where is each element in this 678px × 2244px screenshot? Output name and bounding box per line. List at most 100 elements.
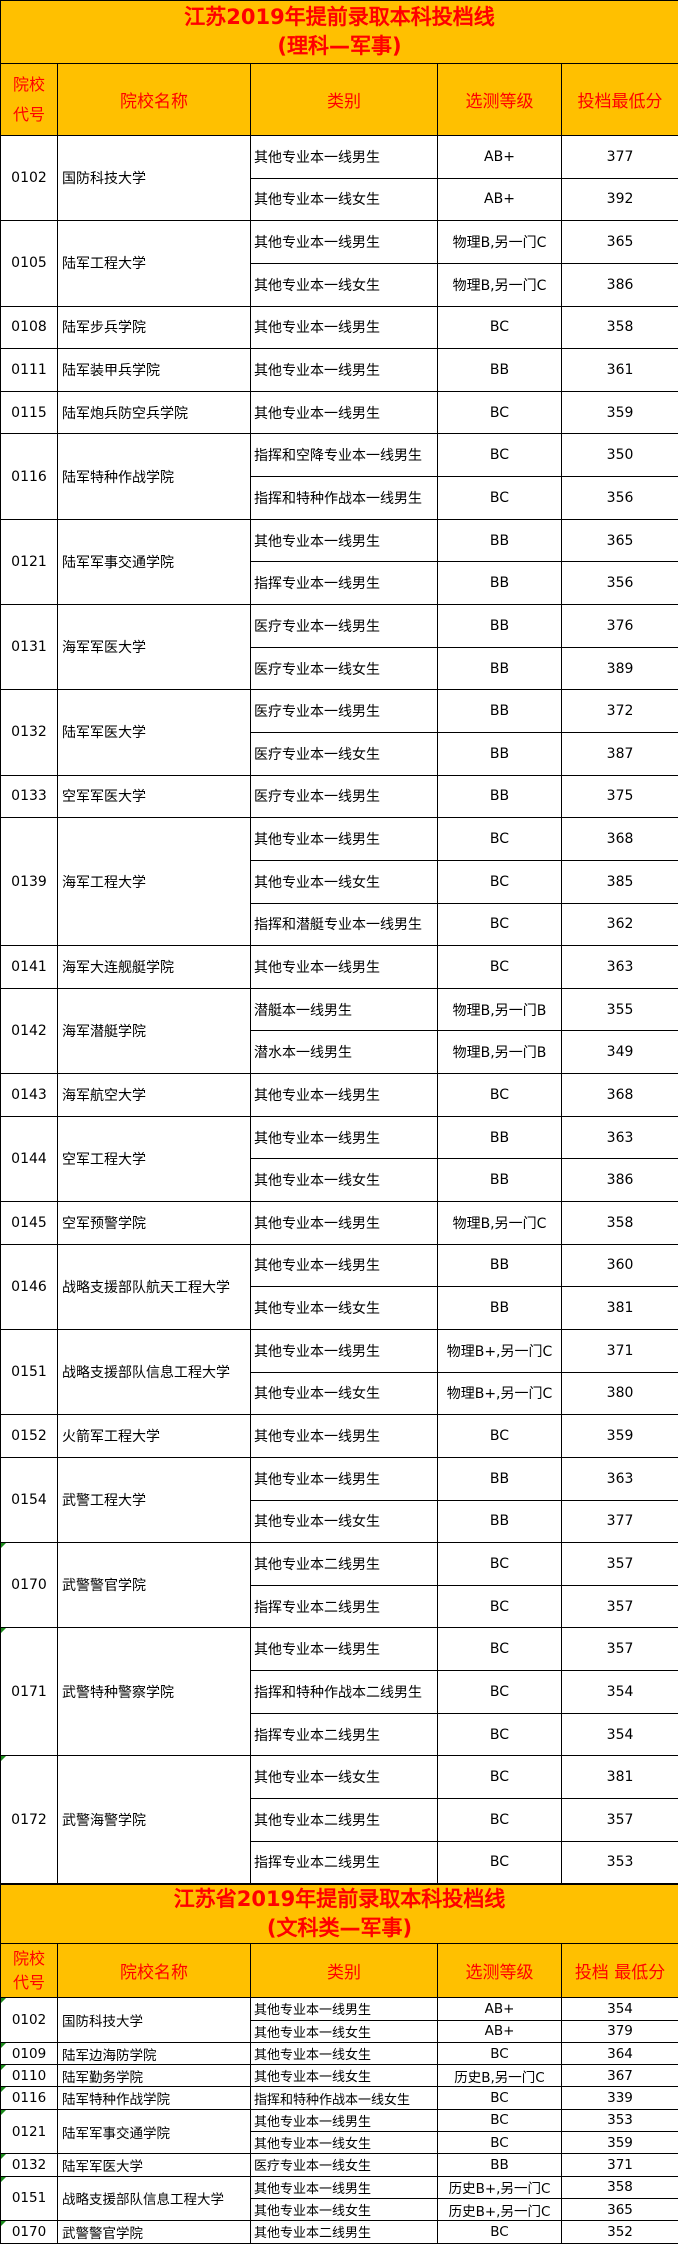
category: 其他专业本一线男生 — [250, 1115, 438, 1160]
level: 物理B,另一门C — [437, 262, 562, 307]
school-name: 空军军医大学 — [57, 774, 251, 819]
min-score: 363 — [560, 945, 678, 989]
level: BC — [437, 902, 562, 947]
category: 其他专业本一线女生 — [250, 262, 438, 307]
level: BC — [437, 817, 562, 861]
category: 其他专业本一线女生 — [250, 1755, 438, 1799]
table-row: 0131 海军军医大学 医疗专业本一线男生 BB 376 — [0, 604, 678, 691]
level: BB — [437, 1115, 562, 1160]
school-code-text: 0172 — [11, 1811, 47, 1828]
school-name: 海军工程大学 — [57, 817, 251, 947]
level: BC — [437, 1414, 562, 1458]
level: BC — [437, 1584, 562, 1629]
table-row: 医疗专业本一线女生 BB 389 — [1, 646, 678, 691]
min-score: 357 — [560, 1584, 678, 1629]
category: 其他专业本一线女生 — [250, 1286, 438, 1330]
school-name: 海军潜艇学院 — [57, 987, 251, 1075]
level: 物理B+,另一门C — [437, 1371, 562, 1416]
category: 其他专业本一线男生 — [250, 135, 438, 179]
school-code: 0170 — [0, 2220, 58, 2244]
table-row: 指挥专业本二线男生 BC 354 — [1, 1712, 678, 1757]
min-score: 385 — [560, 859, 678, 904]
min-score: 359 — [560, 390, 678, 435]
table-row: 0116 陆军特种作战学院 指挥和空降专业本一线男生 BC 350 — [0, 433, 678, 520]
category: 其他专业本一线男生 — [250, 1073, 438, 1117]
category: 潜水本一线男生 — [250, 1030, 438, 1075]
text-number-marker-icon — [1, 1998, 6, 2004]
category: 其他专业本一线男生 — [250, 1201, 438, 1245]
school-code: 0102 — [0, 134, 58, 222]
school-code-text: 0141 — [11, 958, 47, 975]
table-row: 其他专业本一线女生 BB 386 — [1, 1158, 678, 1203]
school-code-text: 0170 — [11, 2223, 47, 2240]
header-name: 院校名称 — [57, 63, 251, 136]
category: 其他专业本一线男生 — [250, 1328, 438, 1373]
min-score: 358 — [560, 1201, 678, 1245]
category: 医疗专业本一线女生 — [250, 2153, 438, 2177]
text-number-marker-icon — [1, 2042, 6, 2048]
category: 其他专业本一线男生 — [250, 390, 438, 435]
category: 其他专业本一线女生 — [250, 2041, 438, 2066]
school-code: 0133 — [0, 774, 58, 819]
level: BC — [437, 2220, 562, 2244]
school-code-text: 0151 — [11, 2190, 47, 2207]
level: BC — [437, 1670, 562, 1714]
school-code: 0172 — [0, 1755, 58, 1885]
table-row: 潜水本一线男生 物理B,另一门B 349 — [1, 1030, 678, 1075]
text-number-marker-icon — [1, 2109, 6, 2115]
text-number-marker-icon — [1, 2176, 6, 2182]
table-row: 指挥和特种作战本一线男生 BC 356 — [1, 476, 678, 520]
min-score: 389 — [560, 646, 678, 691]
level: 物理B,另一门C — [437, 220, 562, 264]
table-row: 0132 陆军军医大学 医疗专业本一线女生 BB 371 — [0, 2153, 678, 2177]
school-name: 陆军勤务学院 — [57, 2064, 251, 2088]
header-code: 院校代号 — [0, 63, 58, 136]
category: 医疗专业本一线女生 — [250, 731, 438, 776]
school-name: 战略支援部队航天工程大学 — [57, 1243, 251, 1330]
min-score: 362 — [560, 902, 678, 947]
category: 指挥和特种作战本一线女生 — [250, 2086, 438, 2110]
table-row: 0170 武警警官学院 其他专业本二线男生 BC 352 — [0, 2220, 678, 2244]
school-code-text: 0146 — [11, 1278, 47, 1295]
category: 其他专业本一线男生 — [250, 945, 438, 989]
min-score: 354 — [560, 1670, 678, 1714]
level: 物理B,另一门B — [437, 1030, 562, 1075]
min-score: 365 — [560, 2197, 678, 2222]
school-name: 陆军军医大学 — [57, 689, 251, 776]
level: 历史B+,另一门C — [437, 2197, 562, 2222]
category: 其他专业本二线男生 — [250, 1797, 438, 1842]
category: 指挥和空降专业本一线男生 — [250, 433, 438, 478]
text-number-marker-icon — [1, 1628, 6, 1634]
school-name: 陆军军医大学 — [57, 2153, 251, 2177]
table-row: 其他专业本一线女生 BC 359 — [1, 2131, 678, 2155]
text-number-marker-icon — [1, 2065, 6, 2071]
school-name: 海军航空大学 — [57, 1073, 251, 1117]
min-score: 368 — [560, 817, 678, 861]
category: 其他专业本一线男生 — [250, 348, 438, 392]
school-code-text: 0139 — [11, 873, 47, 890]
text-number-marker-icon — [1, 2154, 6, 2160]
table-row: 指挥专业本二线男生 BC 357 — [1, 1584, 678, 1629]
category: 医疗专业本一线女生 — [250, 646, 438, 691]
table-row: 0144 空军工程大学 其他专业本一线男生 BB 363 — [0, 1115, 678, 1203]
text-number-marker-icon — [1, 2221, 6, 2227]
min-score: 356 — [560, 561, 678, 606]
category: 其他专业本二线男生 — [250, 2220, 438, 2244]
school-name: 武警警官学院 — [57, 1542, 251, 1629]
school-code: 0143 — [0, 1073, 58, 1117]
header-score: 投档 最低分 — [560, 1943, 678, 1999]
level: BB — [437, 2153, 562, 2177]
category: 其他专业本一线女生 — [250, 1371, 438, 1416]
category: 其他专业本一线男生 — [250, 1456, 438, 1501]
header-category: 类别 — [250, 63, 438, 136]
level: BB — [437, 518, 562, 563]
min-score: 356 — [560, 476, 678, 520]
school-code-text: 0133 — [11, 788, 47, 805]
min-score: 386 — [560, 262, 678, 307]
table-row: 指挥和潜艇专业本一线男生 BC 362 — [1, 902, 678, 947]
level: BB — [437, 1499, 562, 1544]
level: BC — [437, 305, 562, 350]
min-score: 387 — [560, 731, 678, 776]
title-line-1: 江苏2019年提前录取本科投档线 — [184, 5, 495, 29]
school-code-text: 0116 — [11, 468, 47, 485]
